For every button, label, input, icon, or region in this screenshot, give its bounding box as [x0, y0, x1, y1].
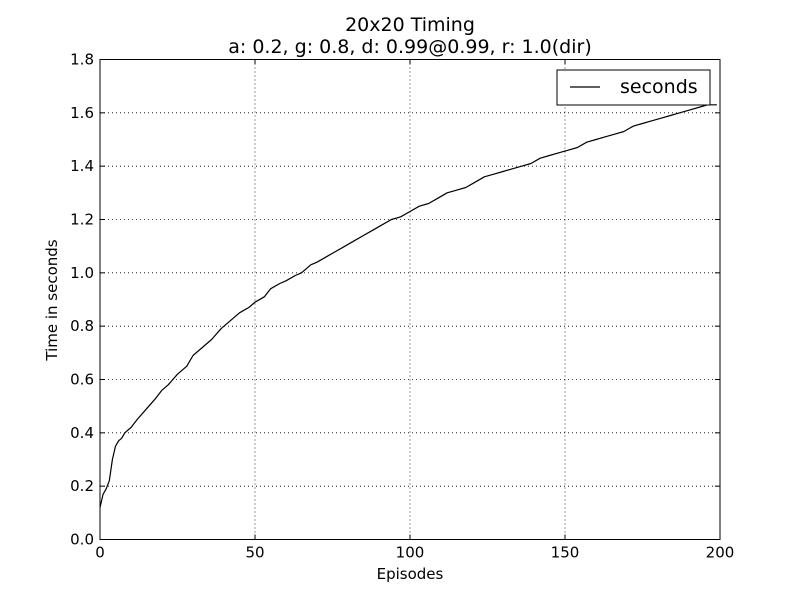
series-line-seconds	[99, 104, 717, 508]
y-axis-label: Time in seconds	[43, 239, 61, 361]
y-tick-label: 1.6	[70, 104, 94, 122]
y-tick-label: 0.4	[70, 424, 94, 442]
x-tick-label: 100	[396, 544, 425, 562]
y-tick-labels: 0.0 0.2 0.4 0.6 0.8 1.0 1.2 1.4 1.6 1.8	[70, 51, 94, 549]
y-tick-label: 1.4	[70, 157, 94, 175]
x-tick-labels: 0 50 100 150 200	[95, 544, 734, 562]
x-tick-label: 150	[551, 544, 580, 562]
y-tick-label: 0.0	[70, 531, 94, 549]
x-axis-label: Episodes	[377, 565, 444, 583]
plot-area-frame	[99, 59, 721, 540]
y-tick-label: 0.6	[70, 371, 94, 389]
y-tick-label: 1.0	[70, 264, 94, 282]
y-tick-label: 1.8	[70, 51, 94, 69]
x-tick-label: 200	[706, 544, 735, 562]
x-tick-label: 50	[245, 544, 264, 562]
legend: seconds	[556, 69, 711, 106]
y-tick-label: 0.8	[70, 317, 94, 335]
series-layer	[99, 104, 717, 508]
y-tick-label: 0.2	[70, 477, 94, 495]
grid	[100, 59, 720, 540]
chart-title: 20x20 Timing	[345, 14, 475, 36]
x-tick-label: 0	[95, 544, 105, 562]
legend-label: seconds	[620, 76, 698, 98]
chart-subtitle: a: 0.2, g: 0.8, d: 0.99@0.99, r: 1.0(dir…	[228, 36, 591, 58]
y-tick-label: 1.2	[70, 211, 94, 229]
